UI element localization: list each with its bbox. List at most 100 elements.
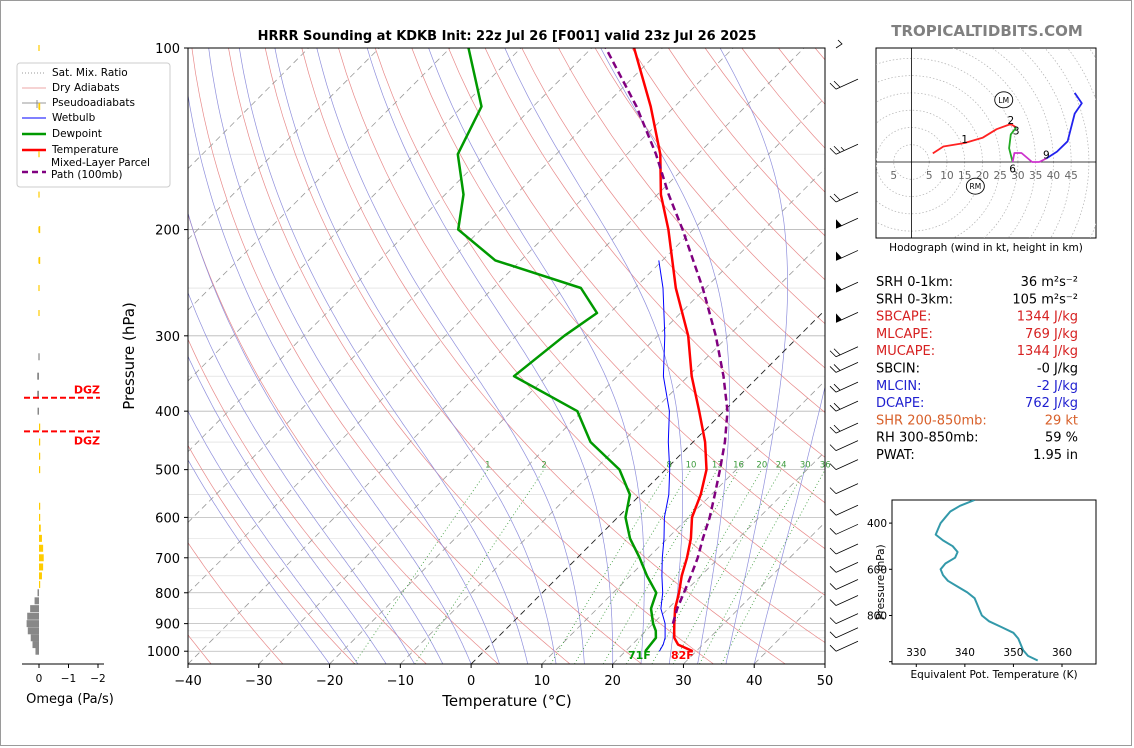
mixing-ratio-line	[353, 469, 489, 664]
index-value: 36 m²s⁻²	[1021, 275, 1078, 290]
hodograph-ring-label: 45	[1064, 170, 1077, 182]
omega-bar-upward	[38, 226, 40, 233]
moist-adiabat-line	[188, 410, 359, 664]
wind-barb-feather	[833, 364, 841, 371]
isotherm-line	[258, 97, 825, 664]
temperature-tick-label: 30	[675, 674, 692, 689]
index-label: SHR 200-850mb:	[876, 413, 987, 428]
wind-barb-pennant	[836, 219, 842, 229]
isotherm-line	[188, 48, 451, 311]
isotherm-line	[188, 48, 734, 594]
wind-barb	[829, 613, 859, 624]
hodograph-segment	[932, 123, 1017, 155]
hodograph-ring-labels: 5 5 10 15 20 25 30 35 40 45	[890, 170, 1077, 182]
pressure-tick-label: 300	[155, 330, 180, 345]
omega-bar-upward	[39, 438, 41, 446]
wind-barb-feather	[829, 547, 837, 555]
omega-panel: DGZ DGZ 0 −1 −2 Omega (Pa/s)	[22, 45, 114, 707]
wind-barb-staff	[835, 440, 859, 451]
theta-e-line	[934, 500, 1039, 662]
omega-bar-downward	[37, 390, 39, 398]
temperature-profile-line	[632, 48, 708, 653]
theta-e-x-tick-label: 360	[1052, 647, 1072, 659]
mixing-ratio-label: 20	[756, 461, 767, 471]
isotherm-line	[683, 521, 825, 664]
dgz-top-label: DGZ	[74, 384, 100, 397]
wind-barb-feather	[829, 404, 837, 412]
moist-adiabat-line	[188, 355, 387, 664]
hodograph-ring-label: 10	[940, 170, 953, 182]
moist-adiabats	[188, 48, 825, 664]
mixing-ratio-label: 24	[776, 461, 787, 471]
temperature-tick-label: −20	[316, 674, 343, 689]
wind-barb-staff	[835, 346, 859, 358]
omega-bar-upward	[39, 572, 42, 580]
isotherm-line	[188, 48, 522, 382]
omega-bars	[26, 45, 44, 655]
wind-barb	[829, 346, 859, 358]
dry-adiabat-line	[264, 48, 714, 664]
wind-barb-feather	[833, 145, 841, 153]
index-value: 1344 J/kg	[1017, 344, 1078, 359]
wind-barb	[829, 191, 859, 203]
wind-barb-staff	[835, 459, 859, 470]
wind-barbs	[829, 39, 859, 652]
omega-x-axis-label: Omega (Pa/s)	[26, 692, 114, 707]
omega-bar-downward	[30, 634, 39, 642]
wind-barb	[829, 595, 859, 606]
wind-barb-staff	[835, 523, 859, 535]
moist-adiabat-line	[238, 48, 529, 664]
wind-barb	[829, 543, 859, 555]
omega-bar-downward	[35, 647, 39, 655]
mixing-ratio-label: 2	[541, 461, 546, 471]
skewt-x-axis-label: Temperature (°C)	[441, 692, 571, 710]
omega-bar-downward	[38, 353, 40, 361]
theta-e-y-axis-label: Pressure (hPa)	[875, 544, 887, 619]
moist-adiabat-line	[188, 92, 472, 664]
theta-e-profile	[934, 500, 1039, 662]
wind-barb-feather	[829, 487, 837, 494]
wind-barb-feather	[833, 424, 841, 432]
omega-tick-label: −2	[90, 673, 105, 685]
wind-barb-pennant	[836, 313, 842, 323]
omega-bar-upward	[38, 310, 40, 317]
omega-bar-upward	[39, 502, 41, 510]
isotherm-line	[329, 167, 825, 664]
left-mover-marker	[994, 91, 1014, 109]
pressure-tick-label: 200	[155, 224, 180, 239]
omega-bar-downward	[32, 641, 39, 649]
wind-barb-staff	[835, 381, 859, 393]
temperature-tick-label: 40	[746, 674, 763, 689]
wind-barb-staff	[835, 78, 859, 90]
temperature-tick-label: −10	[387, 674, 414, 689]
omega-bar-downward	[37, 407, 39, 415]
hodograph-segment	[1045, 92, 1083, 160]
hodograph-height-label: 2	[1007, 115, 1014, 127]
sounding-profiles	[456, 48, 729, 653]
pressure-tick-label: 500	[155, 464, 180, 479]
hodograph-height-label: 1	[961, 134, 968, 146]
wind-barb	[829, 459, 859, 470]
omega-bar-downward	[26, 620, 39, 628]
mixing-ratio-line	[672, 469, 782, 664]
dry-adiabat-line	[228, 48, 643, 664]
wind-barb-staff	[835, 191, 859, 203]
pressure-tick-label: 100	[155, 42, 180, 57]
theta-e-x-tick-label: 330	[906, 647, 926, 659]
hodograph-height-labels: 1 23 6 9	[961, 115, 1049, 175]
wetbulb-profile-line	[658, 260, 671, 652]
dry-adiabat-line	[338, 48, 825, 644]
wind-barb-staff	[835, 422, 859, 434]
moist-adiabat-line	[188, 211, 444, 664]
hodograph-axes	[876, 48, 1096, 238]
wind-barb-feather	[833, 348, 841, 356]
index-label: MLCIN:	[876, 379, 921, 394]
wind-barb-staff	[835, 400, 859, 412]
hodograph-trace	[932, 92, 1083, 163]
omega-tick-label: 0	[36, 673, 43, 685]
wind-barb	[829, 362, 859, 373]
index-value: -2 J/kg	[1037, 379, 1078, 394]
wind-barb-feather	[829, 631, 837, 639]
index-label: SBCAPE:	[876, 310, 931, 325]
dry-adiabat-line	[188, 338, 427, 664]
